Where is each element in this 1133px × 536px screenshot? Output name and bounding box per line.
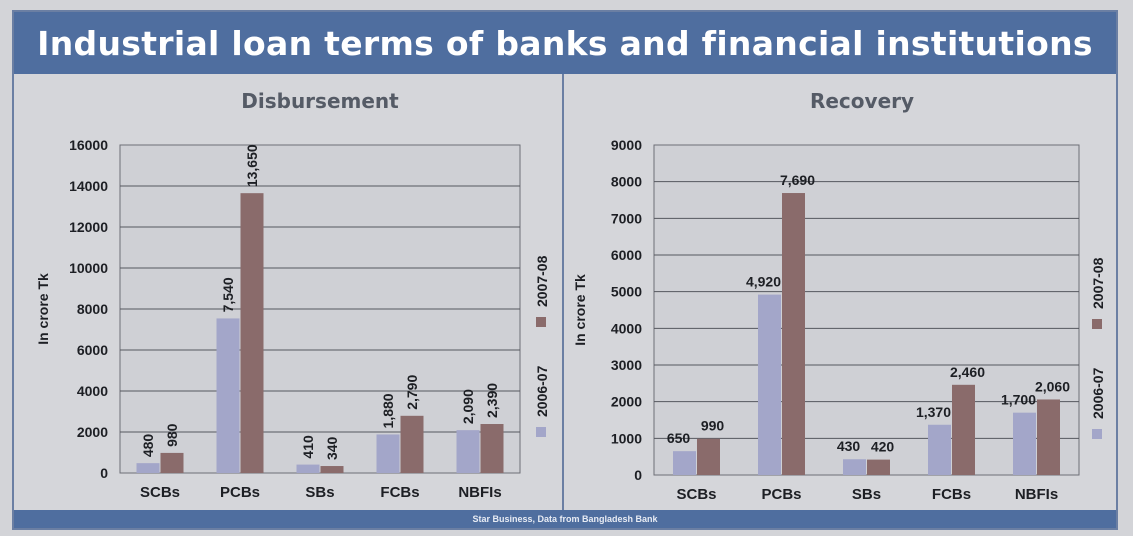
bar (400, 415, 424, 473)
bar (867, 459, 890, 475)
panel-divider (562, 74, 564, 514)
data-label: 2,790 (404, 375, 420, 410)
y-tick-label: 1000 (611, 430, 642, 446)
plot-area (653, 144, 1080, 476)
y-axis-label: In crore Tk (35, 273, 51, 345)
data-label: 7,690 (780, 172, 815, 188)
page-title: Industrial loan terms of banks and finan… (37, 23, 1093, 63)
bar (216, 318, 240, 473)
bar (758, 294, 781, 475)
category-label: FCBs (380, 484, 419, 501)
bar (697, 438, 720, 475)
bar (480, 424, 504, 473)
legend-label: 2007-08 (1090, 257, 1106, 309)
y-tick-label: 16000 (69, 137, 108, 153)
bar (136, 463, 160, 473)
bar (296, 464, 320, 473)
y-axis-label: In crore Tk (572, 274, 588, 346)
data-label: 410 (300, 435, 316, 459)
data-label: 650 (667, 430, 691, 446)
category-label: PCBs (220, 484, 260, 501)
data-label: 480 (140, 434, 156, 458)
bar (952, 384, 975, 475)
y-tick-label: 6000 (77, 342, 108, 358)
data-label: 2,090 (460, 389, 476, 424)
y-tick-label: 3000 (611, 357, 642, 373)
bar (1013, 412, 1036, 475)
data-label: 1,700 (1001, 392, 1036, 408)
data-label: 2,390 (484, 383, 500, 418)
y-tick-label: 6000 (611, 247, 642, 263)
data-label: 7,540 (220, 277, 236, 312)
y-tick-label: 14000 (69, 178, 108, 194)
legend-swatch (1092, 319, 1102, 329)
category-label: NBFIs (1015, 486, 1058, 503)
category-label: SBs (305, 484, 334, 501)
source-footer: Star Business, Data from Bangladesh Bank (14, 510, 1116, 528)
y-tick-label: 12000 (69, 219, 108, 235)
data-label: 430 (837, 438, 861, 454)
legend-swatch (536, 317, 546, 327)
data-label: 4,920 (746, 274, 781, 290)
legend-label: 2006-07 (534, 365, 550, 417)
bar (160, 452, 184, 473)
category-label: FCBs (932, 486, 971, 503)
y-tick-label: 0 (634, 467, 642, 483)
category-label: SCBs (140, 484, 180, 501)
y-tick-label: 4000 (77, 383, 108, 399)
y-tick-label: 8000 (611, 174, 642, 190)
legend-swatch (1092, 429, 1102, 439)
y-tick-label: 0 (100, 465, 108, 481)
bar (843, 459, 866, 475)
bar (1037, 399, 1060, 475)
data-label: 990 (701, 418, 725, 434)
y-tick-label: 5000 (611, 284, 642, 300)
y-tick-label: 2000 (611, 394, 642, 410)
data-label: 340 (324, 436, 340, 460)
bar (320, 466, 344, 473)
bar (240, 193, 264, 474)
legend-swatch (536, 427, 546, 437)
data-label: 1,880 (380, 393, 396, 428)
chart-title: Disbursement (241, 89, 399, 113)
source-text: Star Business, Data from Bangladesh Bank (472, 514, 658, 524)
title-bar: Industrial loan terms of banks and finan… (14, 12, 1116, 74)
legend-label: 2007-08 (534, 255, 550, 307)
bar (376, 434, 400, 473)
data-label: 13,650 (244, 144, 260, 187)
y-tick-label: 4000 (611, 320, 642, 336)
y-tick-label: 9000 (611, 137, 642, 153)
category-label: SBs (852, 486, 881, 503)
chart-title: Recovery (810, 89, 914, 113)
y-tick-label: 2000 (77, 424, 108, 440)
category-label: PCBs (761, 486, 801, 503)
data-label: 980 (164, 423, 180, 447)
category-label: NBFIs (458, 484, 501, 501)
category-label: SCBs (676, 486, 716, 503)
bar (928, 424, 951, 475)
y-tick-label: 10000 (69, 260, 108, 276)
data-label: 1,370 (916, 404, 951, 420)
data-label: 420 (871, 439, 895, 455)
bar (673, 451, 696, 475)
bar (782, 193, 805, 476)
bar (456, 430, 480, 473)
y-tick-label: 7000 (611, 210, 642, 226)
data-label: 2,460 (950, 364, 985, 380)
legend-label: 2006-07 (1090, 367, 1106, 419)
y-tick-label: 8000 (77, 301, 108, 317)
data-label: 2,060 (1035, 378, 1070, 394)
